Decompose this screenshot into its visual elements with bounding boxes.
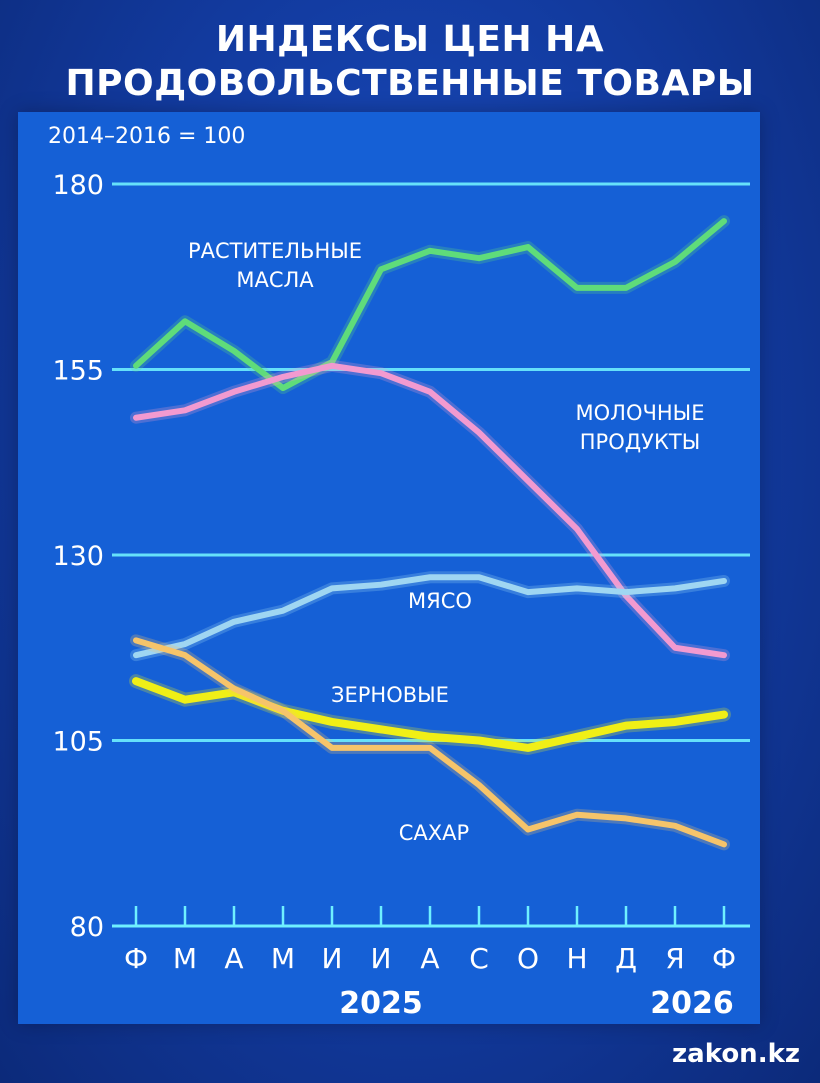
x-tick-label: Ф bbox=[124, 942, 148, 975]
series-label: САХАР bbox=[399, 821, 469, 845]
x-tick-label: М bbox=[173, 942, 197, 975]
series-line bbox=[133, 218, 727, 392]
x-tick-label: С bbox=[469, 942, 489, 975]
x-tick-label: Д bbox=[615, 942, 637, 975]
series-label: МЯСО bbox=[408, 589, 472, 613]
x-tick-label: А bbox=[420, 942, 439, 975]
series-line bbox=[133, 362, 727, 659]
series-label: ЗЕРНОВЫЕ bbox=[331, 683, 449, 707]
y-tick-label-130: 130 bbox=[52, 541, 104, 572]
series-line bbox=[133, 637, 727, 848]
x-tick-label: Ф bbox=[712, 942, 736, 975]
y-tick-label-155: 155 bbox=[52, 356, 104, 387]
x-tick-label: И bbox=[322, 942, 343, 975]
year-label-2026: 2026 bbox=[650, 986, 734, 1021]
x-tick-label: Н bbox=[566, 942, 587, 975]
year-label-2025: 2025 bbox=[339, 986, 423, 1021]
y-tick-label-80: 80 bbox=[70, 912, 104, 943]
title-line-1: ИНДЕКСЫ ЦЕН НА bbox=[215, 19, 605, 60]
watermark: zakon.kz bbox=[672, 1039, 800, 1069]
series-label: МОЛОЧНЫЕ bbox=[576, 401, 705, 425]
series-label: РАСТИТЕЛЬНЫЕ bbox=[188, 239, 362, 263]
x-tick-label: А bbox=[224, 942, 243, 975]
x-tick-label: М bbox=[271, 942, 295, 975]
series-line bbox=[133, 574, 727, 659]
series-label: МАСЛА bbox=[236, 268, 314, 292]
chart-title: ИНДЕКСЫ ЦЕН НА ПРОДОВОЛЬСТВЕННЫЕ ТОВАРЫ bbox=[0, 18, 820, 106]
x-tick-label: Я bbox=[665, 942, 684, 975]
series-label: ПРОДУКТЫ bbox=[580, 430, 700, 454]
series-glow bbox=[130, 634, 730, 851]
title-line-2: ПРОДОВОЛЬСТВЕННЫЕ ТОВАРЫ bbox=[65, 63, 755, 104]
series-line bbox=[132, 677, 728, 752]
x-tick-label: И bbox=[371, 942, 392, 975]
x-tick-label: О bbox=[517, 942, 539, 975]
chart-subtitle: 2014–2016 = 100 bbox=[48, 124, 245, 149]
y-tick-label-180: 180 bbox=[52, 170, 104, 201]
y-tick-label-105: 105 bbox=[52, 727, 104, 758]
